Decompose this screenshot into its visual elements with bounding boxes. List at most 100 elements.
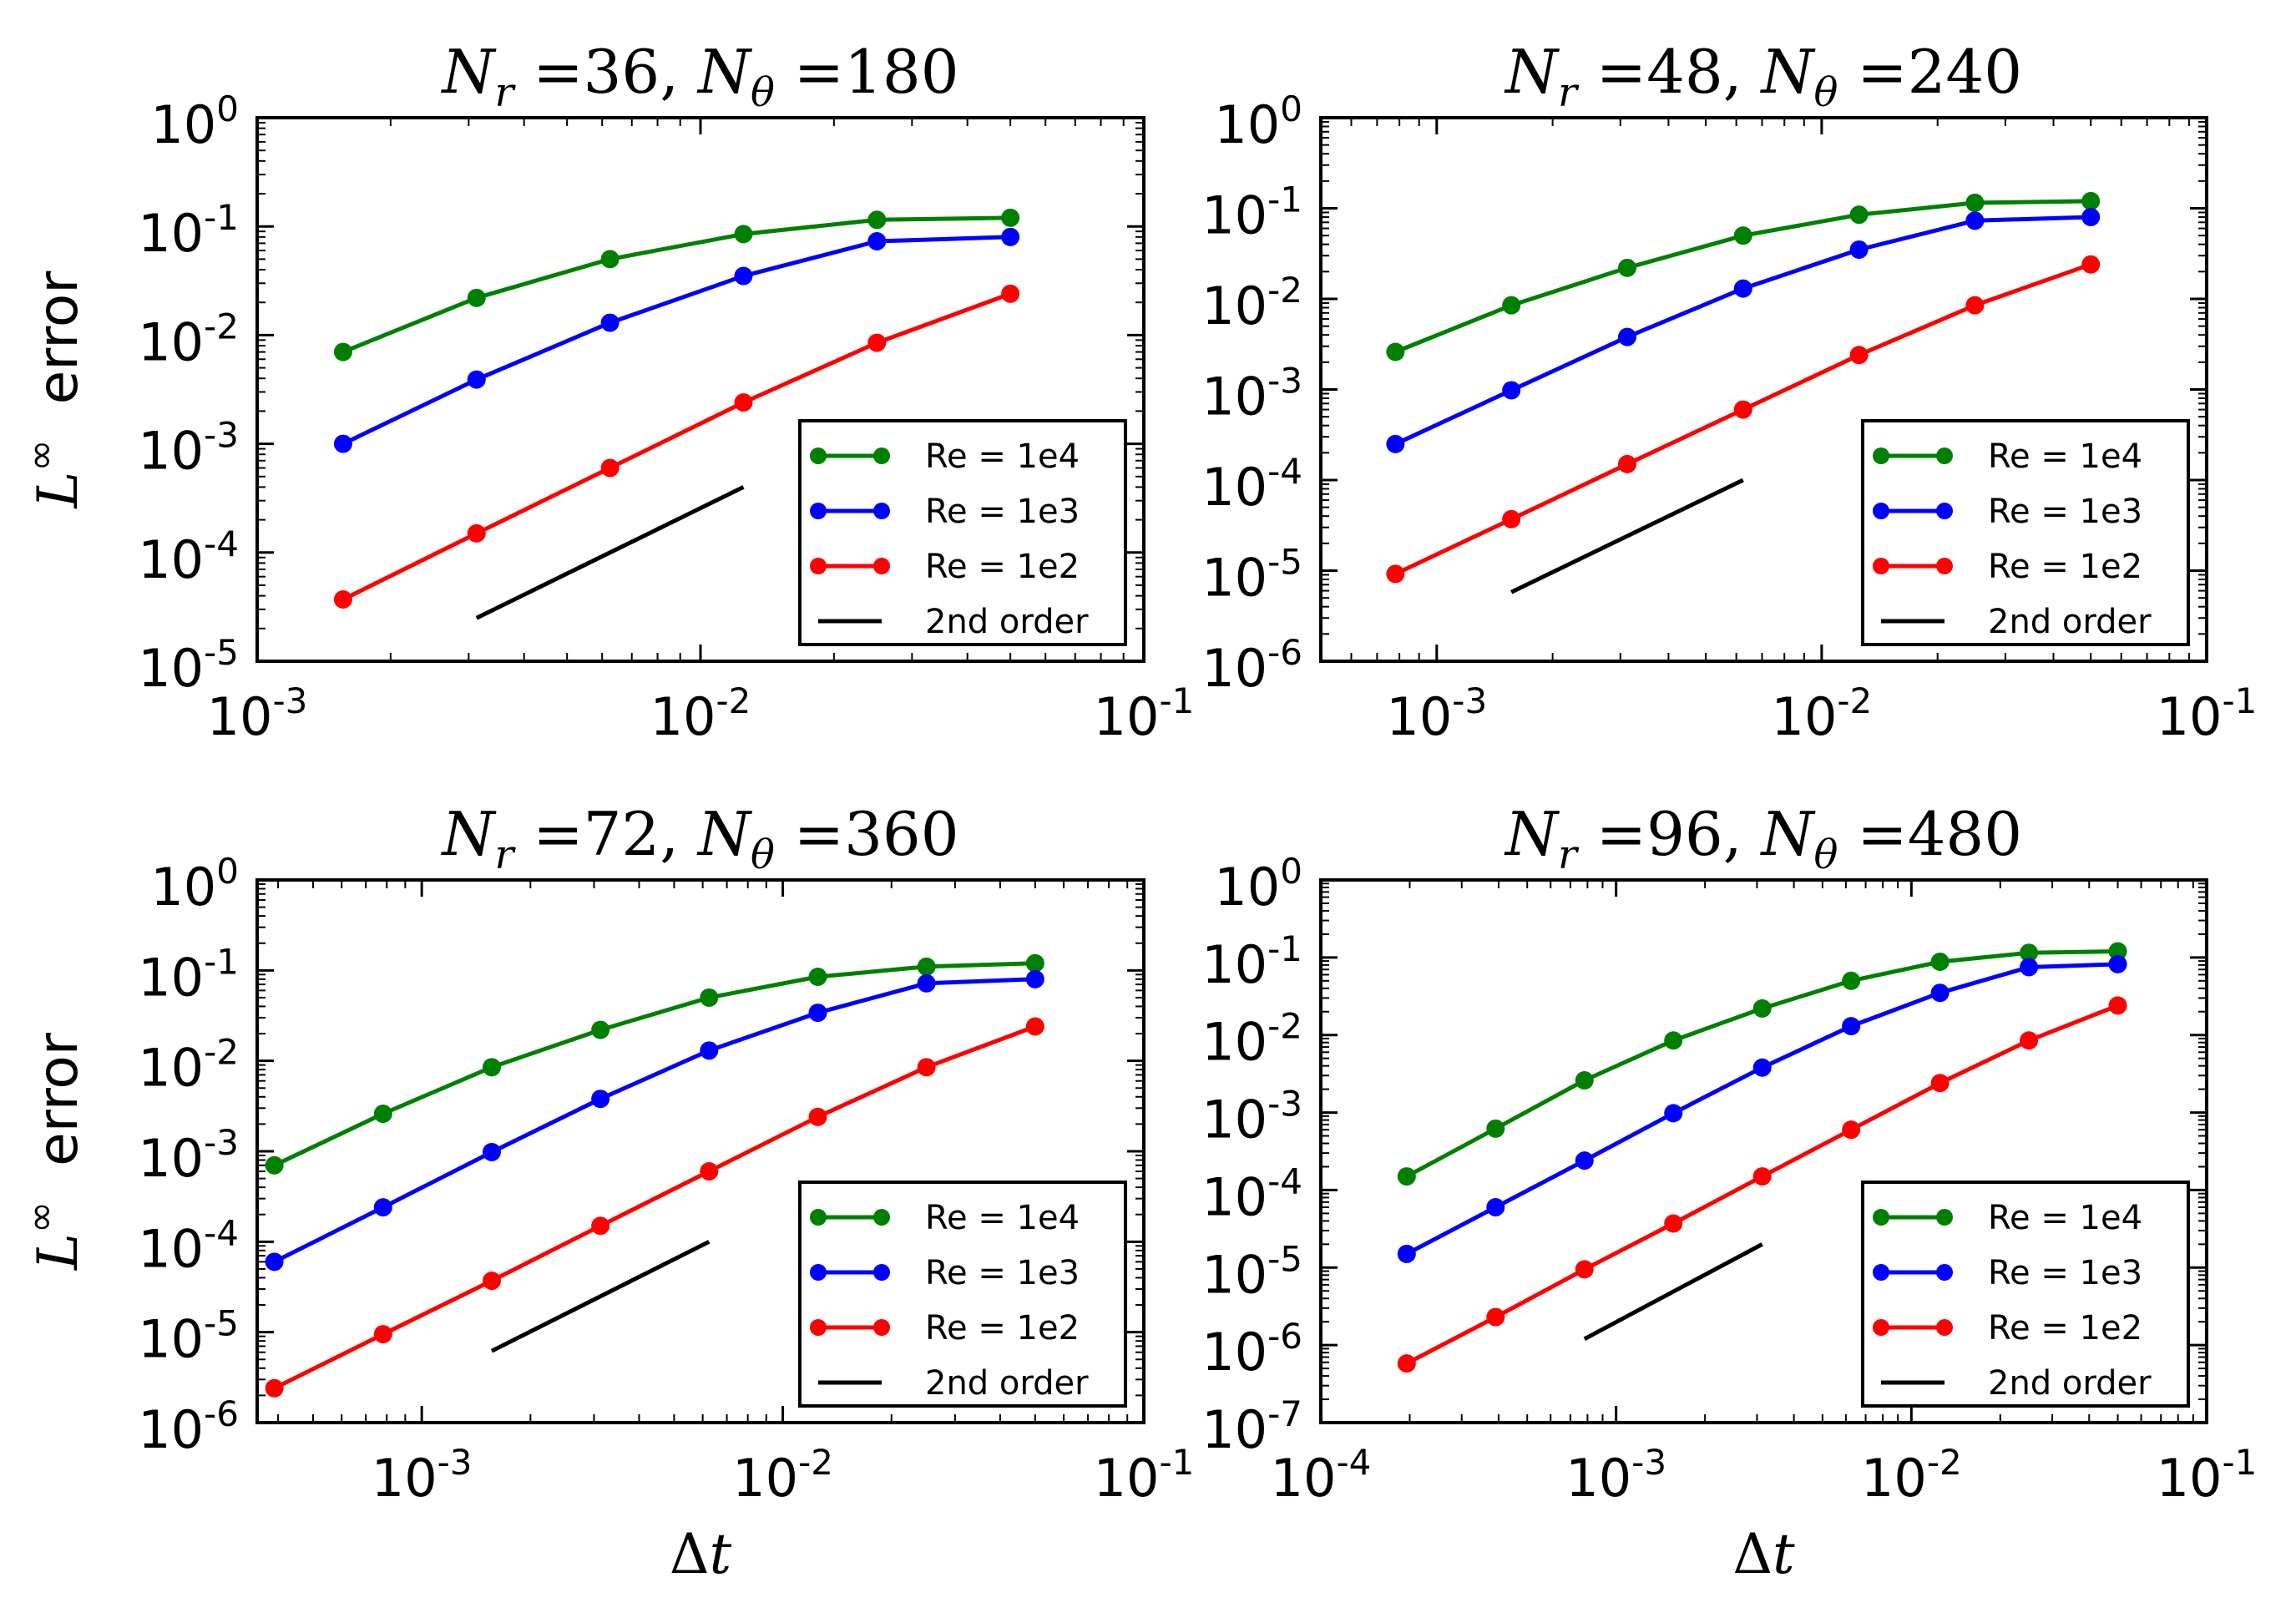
data-point-re-1e4 xyxy=(1842,971,1861,990)
legend-marker xyxy=(1873,1264,1889,1281)
x-tick-label: 10-1 xyxy=(1094,1442,1195,1509)
legend: Re = 1e4 Re = 1e3 Re = 1e2 2nd order xyxy=(798,419,1127,646)
data-point-re-1e4 xyxy=(1733,226,1752,245)
data-point-re-1e2 xyxy=(808,1107,827,1126)
data-point-re-1e4 xyxy=(1752,999,1772,1018)
y-tick-label: 10-1 xyxy=(138,941,239,1008)
legend-marker xyxy=(1936,1319,1953,1336)
data-point-re-1e2 xyxy=(467,523,486,543)
legend-label: Re = 1e4 xyxy=(1988,437,2142,476)
data-point-re-1e3 xyxy=(1575,1151,1594,1170)
data-point-re-1e4 xyxy=(1664,1031,1683,1050)
x-tick-label: 10-3 xyxy=(1386,680,1487,747)
legend-label: Re = 1e2 xyxy=(925,548,1080,586)
x-tick-label: 10-3 xyxy=(207,680,308,747)
legend-marker xyxy=(810,1209,827,1226)
y-tick-label: 10-3 xyxy=(1201,361,1302,427)
data-point-re-1e3 xyxy=(1849,240,1869,259)
series-line-re-1e4 xyxy=(341,215,1011,354)
data-point-re-1e4 xyxy=(467,288,486,307)
legend-label: Re = 1e4 xyxy=(925,1199,1080,1237)
y-tick-label: 10-1 xyxy=(1201,928,1302,995)
data-point-re-1e4 xyxy=(1397,1167,1416,1186)
y-tick-label: 10-6 xyxy=(1201,1316,1302,1383)
legend-marker xyxy=(1936,558,1953,574)
data-point-re-1e2 xyxy=(867,333,887,352)
legend-label: Re = 1e3 xyxy=(925,493,1080,531)
y-tick-label: 10-5 xyxy=(138,1303,239,1370)
data-point-re-1e4 xyxy=(2020,943,2039,963)
data-point-re-1e4 xyxy=(1575,1071,1594,1090)
series-line-re-1e2 xyxy=(341,291,1012,602)
y-tick-label: 10-2 xyxy=(1201,1006,1302,1073)
data-point-re-1e2 xyxy=(1397,1354,1416,1373)
data-point-re-1e2 xyxy=(917,1058,936,1077)
data-point-re-1e4 xyxy=(482,1058,501,1077)
plot-frame xyxy=(1319,878,2208,1424)
legend-label: 2nd order xyxy=(1988,1364,2152,1403)
series-line-2nd-order xyxy=(1583,1242,1763,1342)
data-point-re-1e4 xyxy=(373,1105,392,1124)
y-tick-label: 10-3 xyxy=(138,415,239,482)
data-point-re-1e2 xyxy=(591,1216,610,1236)
legend-label: Re = 1e4 xyxy=(1988,1199,2142,1237)
data-point-re-1e2 xyxy=(1842,1120,1861,1140)
y-tick-label: 10-5 xyxy=(1201,542,1302,609)
data-point-re-1e3 xyxy=(1752,1058,1772,1077)
y-tick-label: 10-1 xyxy=(138,197,239,264)
data-point-re-1e2 xyxy=(1930,1074,1950,1093)
panel-3: 10-3 10-2 10-1 10-6 10-5 10-4 10-3 10-2 10-1 100 R… xyxy=(18,799,1194,1586)
panel-title: Nr =96, Nθ =480 xyxy=(1504,799,2022,878)
data-point-re-1e3 xyxy=(2020,958,2039,977)
y-tick-label: 100 xyxy=(150,851,239,918)
tick-marks xyxy=(255,116,1145,663)
y-tick-label: 10-3 xyxy=(1201,1084,1302,1150)
tick-marks xyxy=(257,878,1145,1424)
legend-label: Re = 1e4 xyxy=(925,437,1080,476)
y-tick-label: 100 xyxy=(1214,88,1302,155)
data-point-re-1e4 xyxy=(333,342,352,362)
data-point-re-1e2 xyxy=(600,458,620,478)
data-point-re-1e4 xyxy=(808,967,827,986)
legend-label: 2nd order xyxy=(925,603,1089,641)
x-tick-label: 10-4 xyxy=(1271,1442,1372,1509)
legend-marker xyxy=(873,1209,890,1226)
data-point-re-1e2 xyxy=(734,393,753,412)
x-tick-label: 10-2 xyxy=(1772,680,1873,747)
y-tick-label: 10-4 xyxy=(1201,1160,1302,1227)
data-point-re-1e2 xyxy=(1664,1214,1683,1233)
legend-marker xyxy=(810,1319,827,1336)
legend-frame xyxy=(1861,1181,2190,1408)
data-point-re-1e3 xyxy=(1025,969,1044,988)
data-point-re-1e3 xyxy=(1397,1244,1416,1263)
data-point-re-1e2 xyxy=(1486,1307,1505,1327)
legend-marker xyxy=(1936,1264,1953,1281)
data-point-re-1e4 xyxy=(2108,942,2127,961)
data-point-re-1e3 xyxy=(265,1252,284,1272)
legend-marker xyxy=(873,1319,890,1336)
data-point-re-1e3 xyxy=(467,370,486,389)
data-point-re-1e2 xyxy=(1386,564,1405,584)
x-axis-label: Δt xyxy=(670,1522,732,1586)
x-tick-label: 10-2 xyxy=(1861,1442,1962,1509)
data-point-re-1e3 xyxy=(1842,1017,1861,1036)
series-line-2nd-order xyxy=(1510,478,1744,594)
legend-marker xyxy=(810,1264,827,1281)
panel-4: 10-4 10-3 10-2 10-1 10-7 10-6 10-5 10-4 10-3 10-2… xyxy=(1201,799,2257,1586)
data-point-re-1e3 xyxy=(591,1090,610,1109)
y-axis-label: L∞ error xyxy=(18,1032,90,1271)
y-tick-label: 10-6 xyxy=(138,1393,239,1460)
x-tick-label: 10-1 xyxy=(2157,1442,2258,1509)
panel-title: Nr =72, Nθ =360 xyxy=(440,799,958,878)
y-axis-label: L∞ error xyxy=(18,270,90,509)
legend: Re = 1e4 Re = 1e3 Re = 1e2 2nd order xyxy=(798,1181,1127,1408)
data-point-re-1e3 xyxy=(1733,279,1752,298)
legend-label: Re = 1e2 xyxy=(1988,1309,2142,1347)
legend: Re = 1e4 Re = 1e3 Re = 1e2 2nd order xyxy=(1861,419,2190,646)
data-point-re-1e2 xyxy=(1617,454,1636,473)
data-point-re-1e3 xyxy=(1930,983,1950,1003)
data-point-re-1e3 xyxy=(1502,381,1521,400)
data-point-re-1e2 xyxy=(482,1272,501,1291)
data-point-re-1e2 xyxy=(2020,1031,2039,1050)
y-tick-label: 10-4 xyxy=(1201,451,1302,518)
